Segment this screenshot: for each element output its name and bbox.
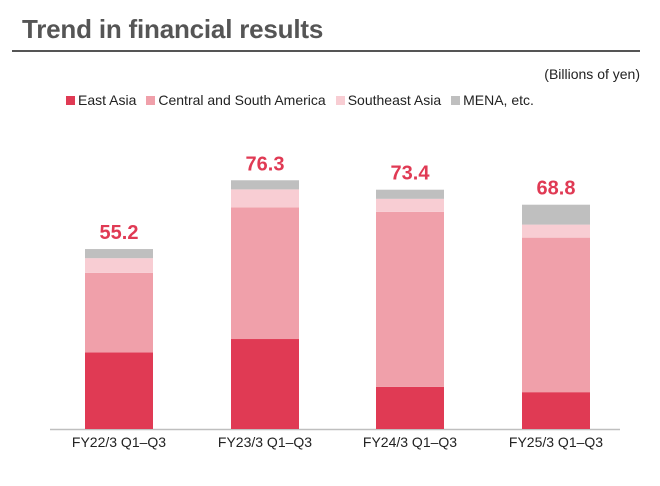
total-label: 76.3 <box>246 153 285 175</box>
bar-segment-east-asia <box>376 386 444 429</box>
bar-segment-mena-etc <box>522 204 590 225</box>
legend-label: MENA, etc. <box>463 92 534 108</box>
bar-segment-central-and-south-america <box>522 237 590 393</box>
page-title: Trend in financial results <box>22 14 324 44</box>
total-label: 55.2 <box>100 222 139 244</box>
legend-swatch <box>146 95 156 105</box>
unit-label: (Billions of yen) <box>544 66 640 82</box>
bar-segment-mena-etc <box>85 249 153 259</box>
x-tick-label: FY22/3 Q1–Q3 <box>72 434 166 450</box>
legend-item-southeast-asia: Southeast Asia <box>335 92 442 108</box>
bar-segment-southeast-asia <box>231 189 299 208</box>
legend-label: Southeast Asia <box>347 92 442 108</box>
bar-segment-southeast-asia <box>376 198 444 212</box>
bar-segment-central-and-south-america <box>376 211 444 387</box>
bar-segment-east-asia <box>522 392 590 429</box>
title-divider <box>12 50 640 52</box>
bar-segment-central-and-south-america <box>85 272 153 353</box>
legend-item-east-asia: East Asia <box>66 92 136 108</box>
bar-segment-mena-etc <box>376 189 444 199</box>
legend-label: East Asia <box>78 92 137 108</box>
x-tick-label: FY25/3 Q1–Q3 <box>509 434 603 450</box>
legend: East Asia Central and South America Sout… <box>66 92 544 108</box>
legend-item-central-south-america: Central and South America <box>146 92 326 108</box>
legend-label: Central and South America <box>158 92 326 108</box>
bar-segment-east-asia <box>85 352 153 429</box>
bar-segment-southeast-asia <box>522 224 590 238</box>
bar-segment-central-and-south-america <box>231 207 299 340</box>
bar-segment-mena-etc <box>231 180 299 190</box>
total-label: 73.4 <box>391 163 431 185</box>
total-label: 68.8 <box>537 178 576 200</box>
x-tick-label: FY24/3 Q1–Q3 <box>363 434 457 450</box>
legend-swatch <box>66 95 75 105</box>
legend-swatch <box>335 95 345 105</box>
legend-swatch <box>451 95 461 105</box>
legend-item-mena: MENA, etc. <box>451 92 534 108</box>
bar-segment-southeast-asia <box>85 258 153 273</box>
bar-segment-east-asia <box>231 339 299 429</box>
x-tick-label: FY23/3 Q1–Q3 <box>218 434 312 450</box>
